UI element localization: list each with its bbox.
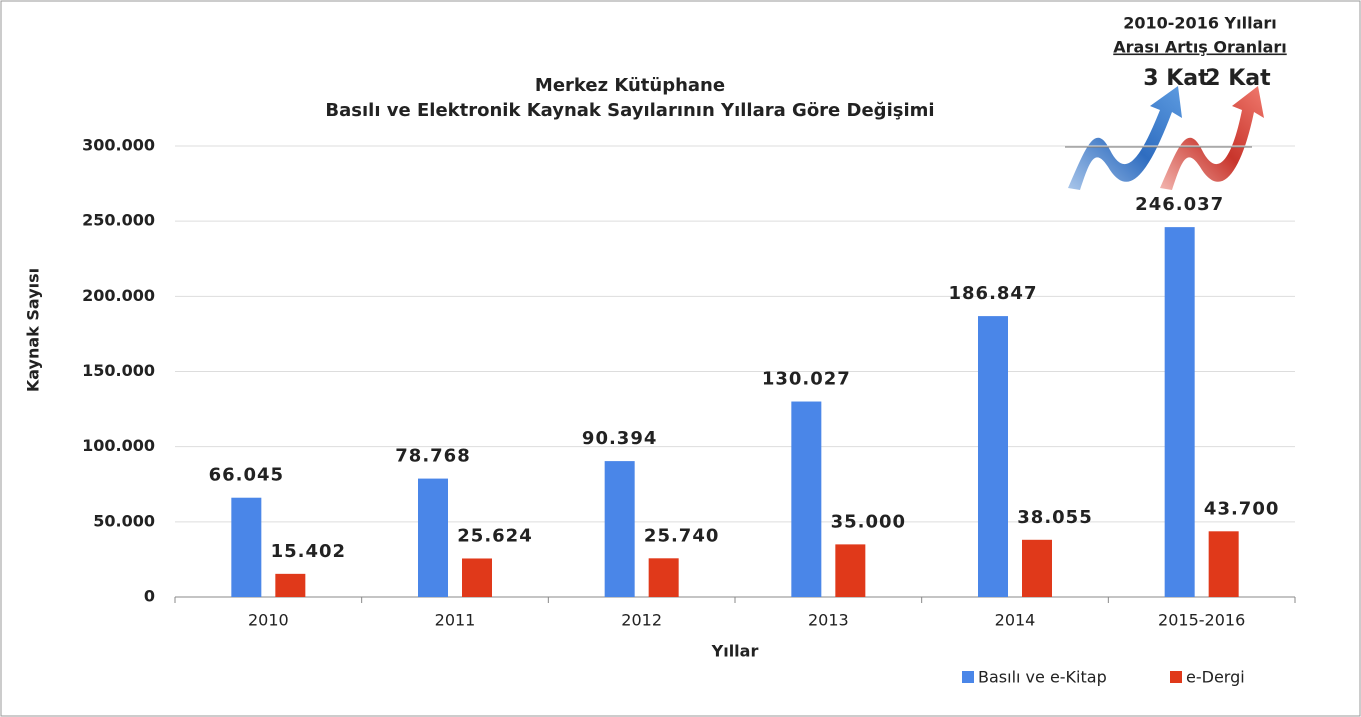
x-tick-label: 2012 xyxy=(621,611,662,630)
x-tick-label: 2011 xyxy=(435,611,476,630)
x-axis-label: Yıllar xyxy=(711,642,759,661)
blue-arrow xyxy=(1068,86,1182,190)
value-label: 246.037 xyxy=(1135,194,1224,215)
bar xyxy=(1208,531,1239,597)
chart-title: Merkez Kütüphane xyxy=(535,75,725,96)
value-label: 78.768 xyxy=(395,446,470,467)
x-tick-label: 2013 xyxy=(808,611,849,630)
bar xyxy=(791,401,822,597)
bar xyxy=(275,573,306,597)
value-label: 25.740 xyxy=(644,525,719,546)
y-axis-label: Kaynak Sayısı xyxy=(24,268,43,392)
annotation: 2 Kat xyxy=(1205,66,1271,91)
bar xyxy=(418,478,448,597)
value-label: 38.055 xyxy=(1017,507,1092,528)
value-label: 15.402 xyxy=(271,541,346,562)
bar xyxy=(835,544,866,597)
annotation: Arası Artış Oranları xyxy=(1113,38,1286,57)
bar xyxy=(1164,227,1195,597)
bar xyxy=(1022,539,1052,597)
y-tick-label: 50.000 xyxy=(93,511,155,530)
legend-label: e-Dergi xyxy=(1186,668,1245,687)
red-arrow xyxy=(1160,86,1264,190)
value-label: 186.847 xyxy=(949,283,1038,304)
annotation: 3 Kat xyxy=(1143,66,1209,91)
y-tick-label: 100.000 xyxy=(82,436,155,455)
legend-swatch xyxy=(1170,671,1182,683)
bar xyxy=(648,558,679,597)
value-label: 25.624 xyxy=(457,525,532,546)
legend-swatch xyxy=(962,671,974,683)
bar xyxy=(231,497,262,597)
value-label: 130.027 xyxy=(762,369,851,390)
value-label: 66.045 xyxy=(209,465,284,486)
x-tick-label: 2014 xyxy=(995,611,1036,630)
x-tick-label: 2015-2016 xyxy=(1158,611,1245,630)
y-tick-label: 250.000 xyxy=(82,211,155,230)
legend-label: Basılı ve e-Kitap xyxy=(978,668,1107,687)
annotation: 2010-2016 Yılları xyxy=(1123,14,1276,33)
x-tick-label: 2010 xyxy=(248,611,289,630)
y-tick-label: 300.000 xyxy=(82,136,155,155)
y-tick-label: 0 xyxy=(144,587,155,606)
y-tick-label: 200.000 xyxy=(82,286,155,305)
value-label: 35.000 xyxy=(831,511,906,532)
bar xyxy=(978,316,1008,597)
y-tick-label: 150.000 xyxy=(82,361,155,380)
chart-subtitle: Basılı ve Elektronik Kaynak Sayılarının … xyxy=(325,100,934,121)
bar xyxy=(462,558,492,597)
value-label: 43.700 xyxy=(1204,498,1279,519)
bar xyxy=(604,461,635,597)
value-label: 90.394 xyxy=(582,428,657,449)
